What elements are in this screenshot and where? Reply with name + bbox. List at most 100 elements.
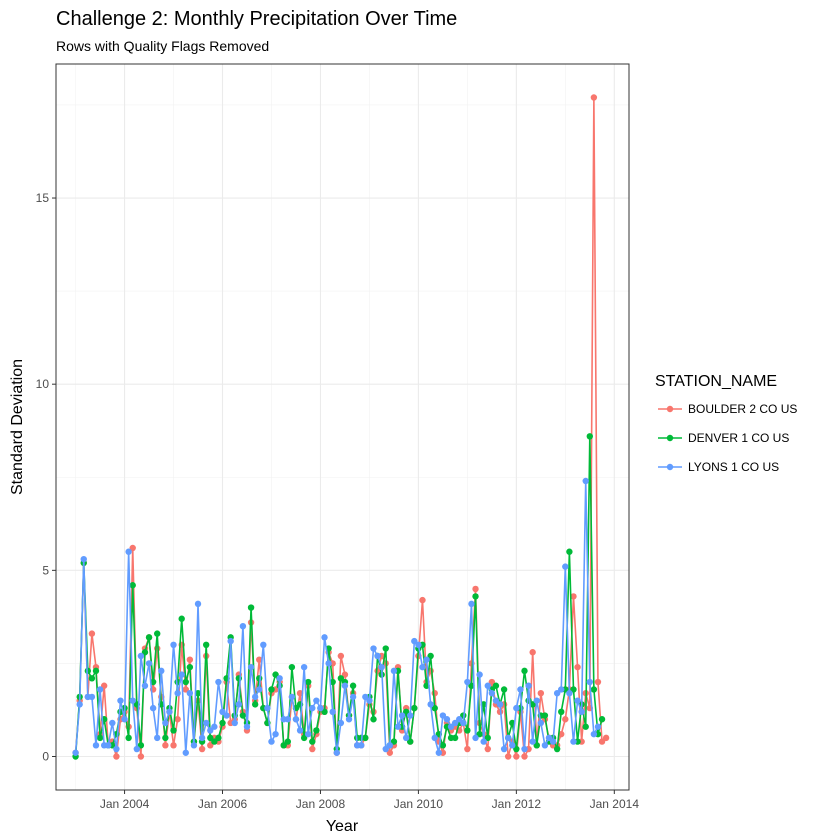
data-point bbox=[558, 708, 565, 716]
data-point bbox=[145, 660, 153, 667]
data-point bbox=[158, 667, 165, 675]
data-point bbox=[149, 704, 157, 712]
data-point bbox=[484, 734, 491, 742]
data-point bbox=[260, 641, 267, 648]
data-point bbox=[182, 686, 189, 693]
data-point bbox=[362, 734, 369, 742]
data-point bbox=[264, 704, 271, 712]
data-point bbox=[207, 742, 214, 749]
data-point bbox=[513, 704, 520, 712]
data-point bbox=[476, 730, 483, 738]
legend-key-point bbox=[666, 434, 674, 442]
data-point bbox=[517, 686, 524, 693]
data-point bbox=[492, 682, 500, 689]
data-point bbox=[378, 663, 385, 671]
data-point bbox=[137, 753, 145, 760]
x-tick-label: Jan 2012 bbox=[492, 797, 542, 811]
data-point bbox=[88, 630, 96, 637]
data-point bbox=[251, 701, 259, 708]
data-point bbox=[574, 697, 581, 704]
data-point bbox=[72, 749, 79, 756]
data-point bbox=[129, 697, 136, 704]
data-point bbox=[574, 663, 581, 671]
data-point bbox=[284, 716, 291, 723]
data-point bbox=[521, 667, 528, 675]
data-point bbox=[472, 734, 479, 742]
data-point bbox=[402, 734, 410, 742]
data-point bbox=[488, 678, 496, 686]
data-point bbox=[202, 641, 210, 648]
data-point bbox=[325, 660, 332, 667]
legend-key-point bbox=[666, 405, 674, 413]
data-point bbox=[594, 723, 602, 730]
data-point bbox=[472, 593, 479, 600]
data-point bbox=[251, 693, 259, 701]
data-point bbox=[562, 716, 569, 723]
data-point bbox=[276, 675, 283, 682]
data-point bbox=[570, 686, 577, 693]
data-point bbox=[300, 663, 308, 671]
plot-border bbox=[55, 63, 630, 791]
data-point bbox=[476, 671, 483, 678]
data-point bbox=[105, 742, 112, 749]
data-point bbox=[92, 667, 100, 675]
data-point bbox=[256, 686, 263, 693]
data-point bbox=[553, 690, 561, 697]
data-point bbox=[239, 712, 247, 719]
data-point bbox=[582, 723, 589, 730]
data-point bbox=[394, 723, 402, 730]
data-point bbox=[451, 719, 459, 727]
data-point bbox=[313, 727, 320, 734]
data-point bbox=[133, 745, 141, 753]
data-point bbox=[431, 704, 438, 712]
data-point bbox=[243, 723, 251, 730]
data-point bbox=[435, 749, 442, 756]
data-point bbox=[256, 656, 263, 663]
data-point bbox=[194, 600, 202, 608]
data-point bbox=[202, 719, 210, 727]
data-point bbox=[239, 622, 247, 630]
data-point bbox=[464, 745, 471, 753]
data-point bbox=[504, 753, 512, 760]
data-point bbox=[207, 727, 214, 734]
data-point bbox=[504, 734, 512, 742]
data-point bbox=[586, 678, 593, 686]
legend-label: BOULDER 2 CO US bbox=[688, 402, 797, 416]
data-point bbox=[464, 678, 471, 686]
data-point bbox=[309, 745, 316, 753]
data-point bbox=[496, 701, 504, 708]
data-point bbox=[268, 738, 275, 745]
data-point bbox=[484, 745, 491, 753]
chart-title: Challenge 2: Monthly Precipitation Over … bbox=[56, 8, 457, 30]
data-point bbox=[370, 716, 377, 723]
data-point bbox=[154, 630, 161, 637]
data-point bbox=[349, 693, 357, 701]
data-point bbox=[198, 734, 206, 742]
data-point bbox=[349, 682, 357, 689]
data-point bbox=[590, 686, 598, 693]
data-point bbox=[386, 742, 394, 749]
data-point bbox=[121, 716, 128, 723]
data-point bbox=[100, 682, 108, 689]
data-point bbox=[337, 652, 345, 660]
data-point bbox=[545, 734, 553, 742]
data-point bbox=[219, 708, 226, 716]
data-point bbox=[215, 678, 222, 686]
y-tick-label: 0 bbox=[42, 749, 49, 763]
data-point bbox=[341, 682, 349, 689]
data-point bbox=[500, 745, 508, 753]
data-point bbox=[443, 716, 451, 723]
series-lyons-1-co-us bbox=[72, 477, 602, 756]
data-point bbox=[562, 563, 569, 570]
y-tick-label: 5 bbox=[42, 563, 49, 577]
data-point bbox=[137, 652, 145, 660]
data-point bbox=[431, 734, 438, 742]
data-point bbox=[137, 742, 145, 749]
data-point bbox=[419, 663, 426, 671]
data-point bbox=[566, 690, 573, 697]
data-point bbox=[447, 723, 455, 730]
data-point bbox=[451, 734, 459, 742]
data-point bbox=[80, 555, 87, 563]
data-point bbox=[407, 738, 414, 745]
data-point bbox=[256, 675, 263, 682]
